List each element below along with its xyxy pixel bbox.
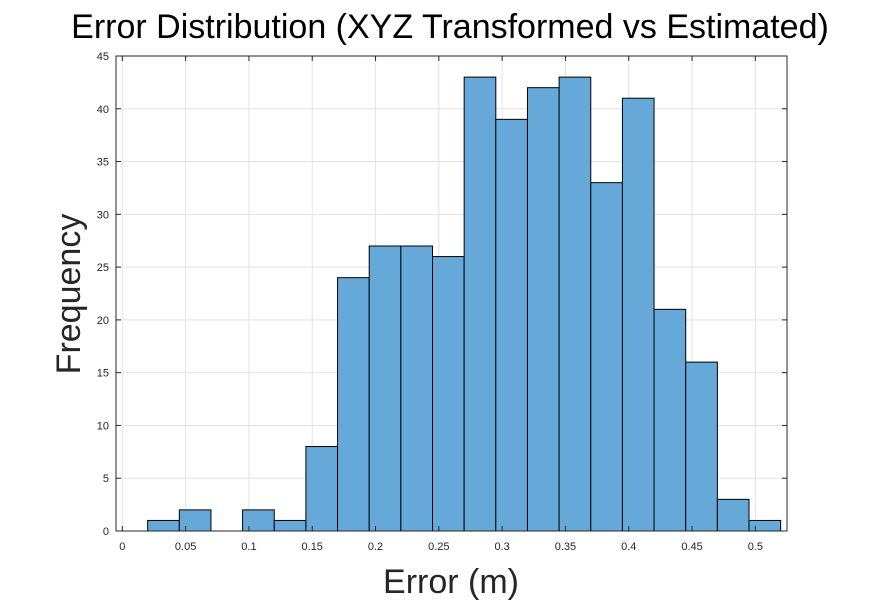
plot-area: 0 0.05 0.1 0.15 0.2 0.25 0.3 0.35 0.4 0.45 0.5 0 5 1…	[97, 51, 788, 553]
histogram-bar	[368, 245, 402, 532]
axes-box	[115, 55, 788, 532]
histogram-bar	[716, 498, 750, 532]
x-tick-labels: 0 0.05 0.1 0.15 0.2 0.25 0.3 0.35 0.4 0.45 0.5	[119, 541, 763, 553]
axis-ticks	[116, 55, 787, 532]
histogram-bar	[463, 76, 497, 532]
histogram-bar	[242, 509, 275, 532]
histogram-bar	[590, 182, 623, 532]
y-axis-label: Frequency	[50, 214, 88, 375]
x-tick-label: 0.45	[681, 541, 702, 553]
histogram-bar	[400, 245, 434, 532]
x-tick-label: 0.35	[555, 541, 576, 553]
y-tick-label: 5	[103, 473, 109, 485]
histogram-bars	[147, 76, 782, 532]
histogram-bar	[685, 361, 718, 532]
x-tick-label: 0.3	[494, 541, 509, 553]
x-tick-label: 0.4	[621, 541, 636, 553]
y-tick-label: 10	[97, 420, 109, 432]
y-tick-label: 35	[97, 157, 109, 169]
histogram-bar	[273, 519, 307, 532]
histogram-bar	[432, 256, 465, 532]
y-tick-label: 0	[103, 526, 109, 538]
x-tick-label: 0.25	[428, 541, 449, 553]
y-tick-label: 30	[97, 209, 109, 221]
chart-title: Error Distribution (XYZ Transformed vs E…	[71, 8, 829, 46]
histogram-bar	[147, 519, 180, 532]
histogram-bar	[748, 519, 782, 532]
y-tick-labels: 0 5 10 15 20 25 30 35 40 45	[97, 51, 109, 538]
histogram-bar	[178, 509, 212, 532]
y-tick-label: 40	[97, 104, 109, 116]
histogram-bar	[558, 76, 592, 532]
x-tick-label: 0.1	[241, 541, 256, 553]
x-tick-label: 0.2	[368, 541, 383, 553]
y-tick-label: 15	[97, 368, 109, 380]
y-tick-label: 45	[97, 51, 109, 63]
histogram-bar	[621, 97, 655, 532]
x-tick-label: 0.5	[748, 541, 763, 553]
histogram-bar	[653, 308, 687, 532]
x-tick-label: 0	[119, 541, 125, 553]
histogram-bar	[526, 87, 560, 532]
histogram-bar	[337, 277, 370, 532]
x-tick-label: 0.15	[302, 541, 323, 553]
x-axis-label: Error (m)	[383, 563, 519, 601]
y-tick-label: 20	[97, 315, 109, 327]
x-tick-label: 0.05	[175, 541, 196, 553]
histogram-bar	[305, 446, 339, 532]
y-tick-label: 25	[97, 262, 109, 274]
histogram-bar	[495, 118, 528, 532]
